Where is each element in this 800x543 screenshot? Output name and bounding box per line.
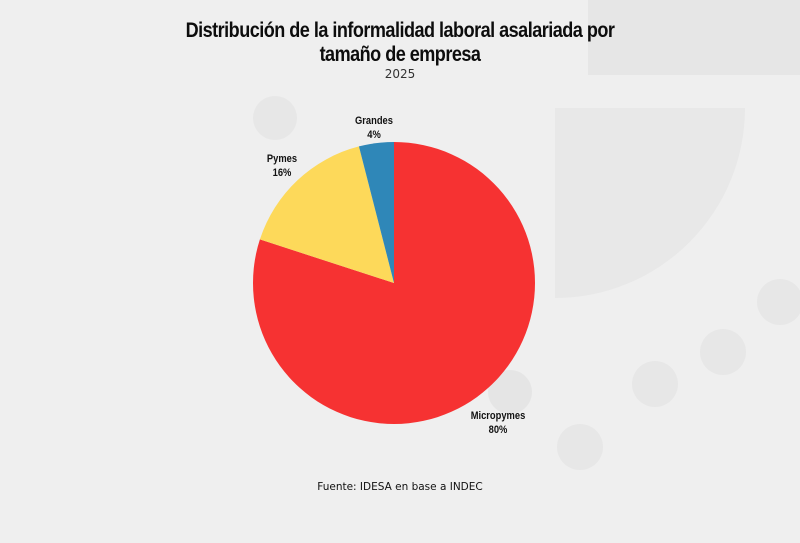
label-micropymes: Micropymes 80% bbox=[464, 409, 532, 437]
label-pymes: Pymes 16% bbox=[257, 152, 306, 180]
chart-subtitle: 2025 bbox=[384, 67, 416, 81]
chart-title-line1: Distribución de la informalidad laboral … bbox=[185, 19, 615, 42]
label-grandes-value: 4% bbox=[367, 129, 381, 141]
chart-title: Distribución de la informalidad laboral … bbox=[56, 19, 744, 67]
label-pymes-name: Pymes bbox=[266, 153, 298, 165]
label-micropymes-value: 80% bbox=[488, 424, 508, 436]
pie-slice-grandes bbox=[358, 142, 394, 283]
chart-title-line2: tamaño de empresa bbox=[319, 43, 481, 66]
label-pymes-value: 16% bbox=[272, 167, 292, 179]
source-note: Fuente: IDESA en base a INDEC bbox=[317, 481, 483, 493]
pie-slice-pymes bbox=[259, 146, 394, 283]
label-grandes: Grandes 4% bbox=[349, 114, 398, 142]
label-grandes-name: Grandes bbox=[355, 115, 393, 127]
label-micropymes-name: Micropymes bbox=[470, 410, 526, 422]
